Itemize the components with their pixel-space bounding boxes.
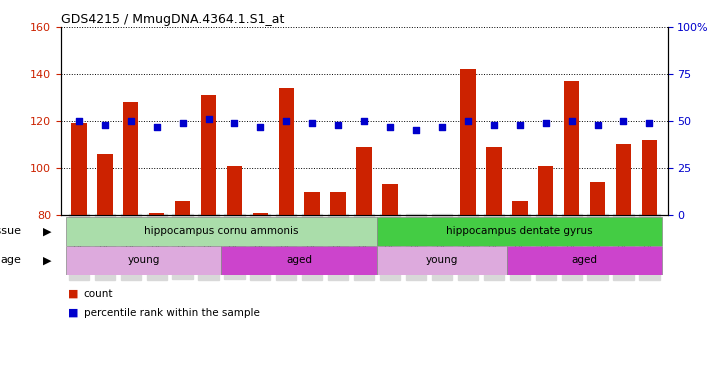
Text: percentile rank within the sample: percentile rank within the sample	[84, 308, 259, 318]
Bar	[304, 192, 320, 215]
Text: hippocampus dentate gyrus: hippocampus dentate gyrus	[446, 226, 593, 237]
Text: young: young	[426, 255, 458, 265]
Bar	[590, 182, 605, 215]
Text: ▶: ▶	[43, 226, 51, 237]
Bar	[460, 69, 476, 215]
Text: ■: ■	[68, 289, 79, 299]
Point	[125, 118, 136, 124]
Bar	[71, 123, 86, 215]
Bar	[356, 147, 372, 215]
Bar	[66, 217, 377, 246]
Bar	[221, 246, 377, 275]
Point	[384, 124, 396, 130]
Point	[411, 127, 422, 133]
Bar	[564, 81, 579, 215]
Text: aged: aged	[286, 255, 312, 265]
Bar	[175, 201, 191, 215]
Point	[203, 116, 214, 122]
Bar	[507, 246, 663, 275]
Point	[73, 118, 84, 124]
Bar	[331, 192, 346, 215]
Text: aged: aged	[572, 255, 598, 265]
Bar	[538, 166, 553, 215]
Point	[255, 124, 266, 130]
Text: hippocampus cornu ammonis: hippocampus cornu ammonis	[144, 226, 298, 237]
Text: ■: ■	[68, 308, 79, 318]
Bar	[278, 88, 294, 215]
Point	[540, 120, 551, 126]
Point	[514, 122, 526, 128]
Bar	[97, 154, 113, 215]
Point	[592, 122, 603, 128]
Point	[281, 118, 292, 124]
Point	[228, 120, 240, 126]
Bar	[642, 140, 657, 215]
Point	[436, 124, 448, 130]
Point	[618, 118, 629, 124]
Point	[462, 118, 473, 124]
Point	[358, 118, 370, 124]
Text: tissue: tissue	[0, 226, 21, 237]
Point	[177, 120, 188, 126]
Bar	[123, 102, 139, 215]
Text: count: count	[84, 289, 113, 299]
Bar	[615, 144, 631, 215]
Text: age: age	[1, 255, 21, 265]
Bar	[377, 217, 663, 246]
Point	[333, 122, 344, 128]
Point	[644, 120, 655, 126]
Text: GDS4215 / MmugDNA.4364.1.S1_at: GDS4215 / MmugDNA.4364.1.S1_at	[61, 13, 284, 26]
Bar	[226, 166, 242, 215]
Point	[306, 120, 318, 126]
Point	[151, 124, 162, 130]
Bar	[377, 246, 507, 275]
Point	[99, 122, 111, 128]
Text: ▶: ▶	[43, 255, 51, 265]
Point	[566, 118, 578, 124]
Bar	[253, 213, 268, 215]
Bar	[201, 95, 216, 215]
Bar	[149, 213, 164, 215]
Bar	[512, 201, 528, 215]
Bar	[382, 184, 398, 215]
Bar	[486, 147, 502, 215]
Point	[488, 122, 500, 128]
Text: young: young	[128, 255, 160, 265]
Bar	[66, 246, 221, 275]
